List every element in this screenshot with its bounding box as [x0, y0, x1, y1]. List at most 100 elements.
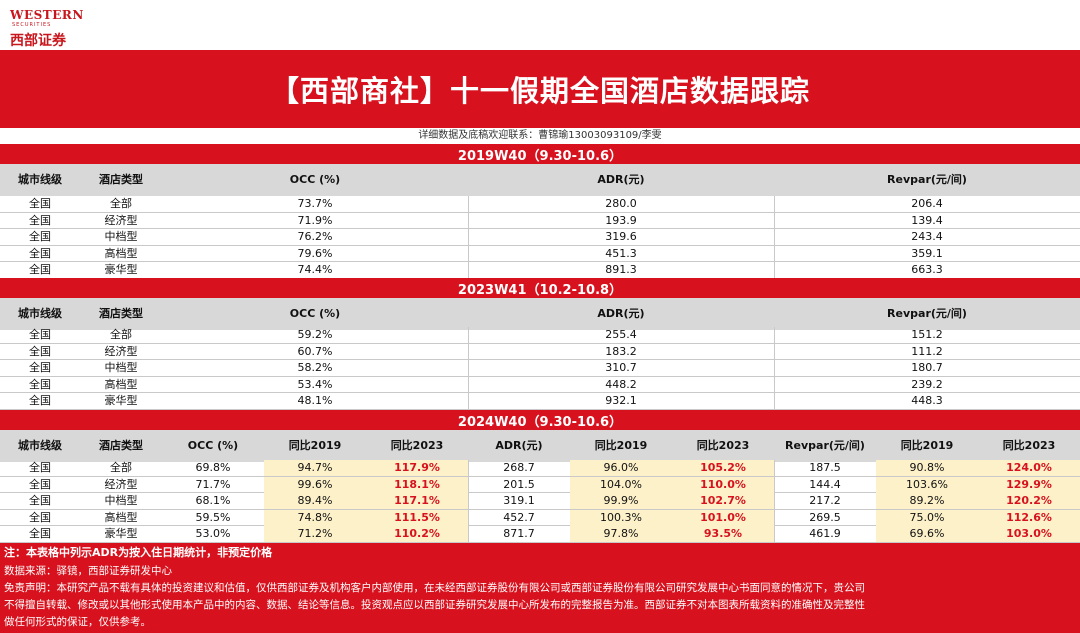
section-2019-column-header: 城市线级 酒店类型 OCC (%) ADR(元) Revpar(元/间) — [0, 164, 1080, 196]
cell-adr: 193.9 — [605, 213, 637, 227]
column-divider — [774, 393, 775, 409]
col-adr: ADR(元) — [597, 307, 645, 320]
table-row: 全国 豪华型 48.1% 932.1 448.3 — [0, 393, 1080, 410]
cell-city-tier: 全国 — [29, 510, 51, 524]
col-occ-vs-2019: 同比2019 — [288, 439, 342, 452]
cell-hotel-type: 中档型 — [104, 361, 138, 374]
logo-text-en: WESTERN — [10, 8, 84, 22]
cell-occ: 58.2% — [297, 361, 333, 374]
cell-adr: 268.7 — [503, 461, 535, 474]
cell-occ: 68.1% — [195, 494, 231, 507]
cell-adr: 451.3 — [605, 246, 637, 260]
col-revpar: Revpar(元/间) — [785, 439, 865, 452]
col-occ: OCC (%) — [289, 173, 341, 186]
col-city-tier: 城市线级 — [18, 307, 62, 320]
table-row: 全国 全部 59.2% 255.4 151.2 — [0, 327, 1080, 344]
section-2023-rows: 全国 全部 59.2% 255.4 151.2 全国 经济型 60.7% 183.2 111.2 全… — [0, 327, 1080, 410]
cell-occ: 48.1% — [297, 394, 333, 407]
table-row: 全国 高档型 53.4% 448.2 239.2 — [0, 376, 1080, 393]
cell-revpar: 151.2 — [911, 328, 943, 341]
table-row: 全国 经济型 71.9% 193.9 139.4 — [0, 212, 1080, 229]
cell-occ-vs-2019: 71.2% — [264, 526, 366, 542]
cell-adr-vs-2019: 97.8% — [570, 526, 672, 542]
cell-revpar: 448.3 — [911, 394, 943, 407]
column-divider — [468, 229, 469, 245]
cell-city-tier: 全国 — [29, 461, 51, 474]
column-divider — [774, 327, 775, 343]
table-row: 全国 经济型 71.7% 99.6% 118.1% 201.5 104.0% 110.0% 14… — [0, 476, 1080, 493]
source-line: 数据来源：驿镜，西部证券研发中心 — [4, 565, 172, 577]
column-divider — [774, 360, 775, 376]
cell-occ: 71.7% — [195, 477, 231, 491]
cell-adr-vs-2019: 104.0% — [570, 476, 672, 493]
cell-city-tier: 全国 — [29, 328, 51, 341]
cell-hotel-type: 经济型 — [104, 213, 138, 227]
cell-adr: 183.2 — [605, 344, 637, 358]
cell-occ: 69.8% — [195, 461, 231, 474]
cell-city-tier: 全国 — [29, 263, 51, 276]
table-row: 全国 中档型 68.1% 89.4% 117.1% 319.1 99.9% 102.7% 217… — [0, 493, 1080, 510]
col-revpar-vs-2019: 同比2019 — [900, 439, 954, 452]
cell-occ: 53.4% — [297, 377, 333, 391]
cell-adr-vs-2023: 110.0% — [672, 476, 774, 493]
column-divider — [774, 476, 775, 492]
column-divider — [468, 262, 469, 278]
cell-adr: 871.7 — [503, 527, 535, 540]
column-divider — [468, 526, 469, 542]
disclaimer-line-2: 不得擅自转载、修改或以其他形式使用本产品中的内容、数据、结论等信息。投资观点应以… — [4, 599, 865, 611]
cell-city-tier: 全国 — [29, 361, 51, 374]
table-row: 全国 豪华型 53.0% 71.2% 110.2% 871.7 97.8% 93.5% 461.… — [0, 526, 1080, 543]
cell-revpar: 187.5 — [809, 461, 841, 474]
table-row: 全国 中档型 76.2% 319.6 243.4 — [0, 229, 1080, 246]
cell-occ: 60.7% — [297, 344, 333, 358]
cell-city-tier: 全国 — [29, 230, 51, 243]
column-divider — [774, 262, 775, 278]
column-divider — [468, 493, 469, 509]
section-2019-rows: 全国 全部 73.7% 280.0 206.4 全国 经济型 71.9% 193.9 139.4 全… — [0, 196, 1080, 279]
column-divider — [468, 376, 469, 392]
column-divider — [774, 212, 775, 228]
cell-city-tier: 全国 — [29, 527, 51, 540]
cell-occ-vs-2019: 94.7% — [264, 460, 366, 476]
section-2019-title: 2019W40（9.30-10.6） — [0, 144, 1080, 164]
cell-revpar: 180.7 — [911, 361, 943, 374]
cell-hotel-type: 高档型 — [104, 246, 138, 260]
table-row: 全国 经济型 60.7% 183.2 111.2 — [0, 343, 1080, 360]
table-row: 全国 高档型 59.5% 74.8% 111.5% 452.7 100.3% 101.0% 26… — [0, 509, 1080, 526]
col-city-tier: 城市线级 — [18, 439, 62, 452]
cell-revpar: 243.4 — [911, 230, 943, 243]
section-2023-title: 2023W41（10.2-10.8） — [0, 278, 1080, 298]
cell-hotel-type: 豪华型 — [104, 527, 138, 540]
section-2023-column-header: 城市线级 酒店类型 OCC (%) ADR(元) Revpar(元/间) — [0, 298, 1080, 330]
table-row: 全国 中档型 58.2% 310.7 180.7 — [0, 360, 1080, 377]
cell-revpar-vs-2023: 103.0% — [978, 526, 1080, 542]
page-title: 【西部商社】十一假期全国酒店数据跟踪 — [0, 50, 1080, 128]
cell-adr-vs-2019: 99.9% — [570, 493, 672, 509]
cell-adr: 452.7 — [503, 510, 535, 524]
disclaimer-line-3: 做任何形式的保证，仅供参考。 — [4, 616, 151, 628]
col-adr-vs-2019: 同比2019 — [594, 439, 648, 452]
column-divider — [774, 376, 775, 392]
column-divider — [774, 460, 775, 476]
cell-revpar: 139.4 — [911, 213, 943, 227]
footer: 数据来源：驿镜，西部证券研发中心 免责声明：本研究产品不载有具体的投资建议和估值… — [0, 563, 1080, 633]
column-divider — [468, 196, 469, 212]
cell-adr: 319.6 — [605, 230, 637, 243]
cell-occ: 76.2% — [297, 230, 333, 243]
cell-city-tier: 全国 — [29, 394, 51, 407]
cell-hotel-type: 经济型 — [104, 344, 138, 358]
column-divider — [468, 343, 469, 359]
cell-hotel-type: 高档型 — [104, 377, 138, 391]
table-row: 全国 全部 73.7% 280.0 206.4 — [0, 196, 1080, 213]
cell-occ: 79.6% — [297, 246, 333, 260]
cell-revpar: 269.5 — [809, 510, 841, 524]
col-hotel-type: 酒店类型 — [99, 173, 143, 186]
cell-revpar: 359.1 — [911, 246, 943, 260]
cell-occ-vs-2023: 111.5% — [366, 509, 468, 526]
table-row: 全国 高档型 79.6% 451.3 359.1 — [0, 245, 1080, 262]
cell-adr-vs-2023: 101.0% — [672, 509, 774, 526]
cell-revpar-vs-2023: 129.9% — [978, 476, 1080, 493]
column-divider — [774, 245, 775, 261]
cell-revpar-vs-2023: 120.2% — [978, 493, 1080, 509]
cell-occ-vs-2023: 110.2% — [366, 526, 468, 542]
